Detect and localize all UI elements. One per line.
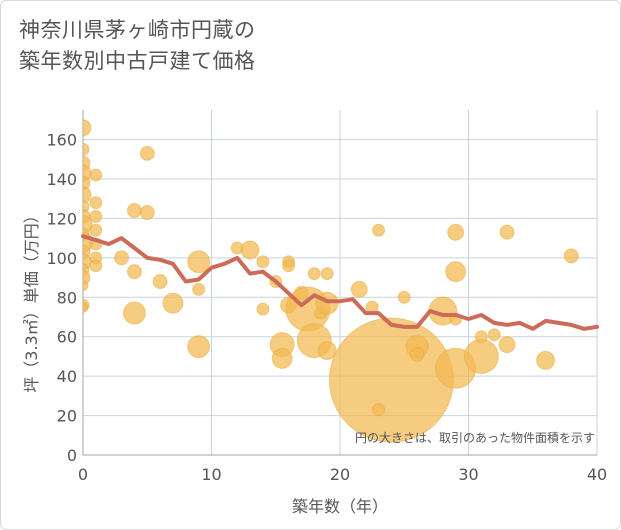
bubble-point bbox=[89, 259, 103, 273]
bubble-point bbox=[372, 403, 386, 417]
bubble-point bbox=[474, 330, 488, 344]
x-tick-label: 30 bbox=[458, 465, 478, 484]
bubble-point bbox=[350, 280, 368, 298]
bubble-point bbox=[328, 317, 454, 443]
trend-line bbox=[81, 234, 599, 331]
bubble-point bbox=[563, 248, 579, 264]
bubble-point bbox=[409, 346, 425, 362]
bubble-point bbox=[122, 301, 146, 325]
bubble-point bbox=[187, 335, 211, 359]
bubble-point bbox=[256, 255, 270, 269]
bubble-point bbox=[126, 264, 142, 280]
bubble-point bbox=[83, 175, 91, 191]
bubble-point bbox=[498, 336, 516, 354]
trend-layer bbox=[81, 234, 599, 331]
y-tick-label: 20 bbox=[57, 407, 77, 426]
bubble-point bbox=[536, 350, 556, 370]
bubble-point bbox=[463, 338, 499, 374]
bubble-point bbox=[152, 274, 168, 290]
bubble-point bbox=[397, 290, 411, 304]
x-tick-label: 40 bbox=[587, 465, 607, 484]
bubble-point bbox=[445, 261, 467, 283]
x-tick-label: 0 bbox=[78, 465, 88, 484]
bubble-point bbox=[139, 205, 155, 221]
y-axis-label: 坪（3.3㎡）単価（万円） bbox=[22, 207, 41, 392]
y-tick-label: 40 bbox=[57, 367, 77, 386]
bubble-point bbox=[240, 240, 260, 260]
tick-labels: 0 20 40 60 80 100 120 140 160 0 10 20 30 40 bbox=[46, 131, 607, 484]
bubble-point bbox=[83, 186, 92, 204]
bubble-point bbox=[320, 267, 334, 281]
y-tick-label: 80 bbox=[57, 288, 77, 307]
bubble-point bbox=[282, 259, 296, 273]
bubble-point bbox=[83, 279, 89, 291]
y-tick-label: 160 bbox=[46, 131, 77, 150]
bubble-point bbox=[317, 341, 337, 361]
bubble-point bbox=[447, 223, 465, 241]
bubble-point bbox=[499, 224, 515, 240]
bubble-point bbox=[271, 347, 293, 369]
bubble-point bbox=[487, 328, 501, 342]
y-tick-label: 140 bbox=[46, 170, 77, 189]
title-line-2: 築年数別中古戸建て価格 bbox=[19, 49, 256, 73]
bubble-point bbox=[83, 142, 90, 156]
bubble-point bbox=[162, 292, 184, 314]
bubble-point bbox=[307, 267, 321, 281]
bubble-point bbox=[83, 119, 92, 137]
bubble-point bbox=[83, 301, 89, 313]
page-title: 神奈川県茅ヶ崎市円蔵の 築年数別中古戸建て価格 bbox=[19, 15, 256, 77]
y-tick-label: 120 bbox=[46, 209, 77, 228]
x-tick-label: 10 bbox=[201, 465, 221, 484]
bubble-point bbox=[89, 168, 103, 182]
x-axis-label: 築年数（年） bbox=[292, 497, 388, 516]
size-note: 円の大きさは、取引のあった物件面積を示す bbox=[355, 430, 595, 445]
bubble-point bbox=[114, 250, 130, 266]
y-tick-label: 100 bbox=[46, 249, 77, 268]
bubble-point bbox=[89, 196, 103, 210]
bubble-point bbox=[192, 282, 206, 296]
bubble-point bbox=[139, 145, 155, 161]
y-tick-label: 60 bbox=[57, 328, 77, 347]
bubble-layer bbox=[83, 119, 579, 443]
bubble-point bbox=[187, 250, 211, 274]
y-tick-label: 0 bbox=[67, 446, 77, 465]
bubble-point bbox=[256, 302, 270, 316]
x-tick-label: 20 bbox=[330, 465, 350, 484]
bubble-point bbox=[126, 203, 142, 219]
title-line-1: 神奈川県茅ヶ崎市円蔵の bbox=[19, 18, 256, 42]
bubble-point bbox=[89, 209, 103, 223]
bubble-point bbox=[372, 223, 386, 237]
bubble-point bbox=[89, 223, 103, 237]
